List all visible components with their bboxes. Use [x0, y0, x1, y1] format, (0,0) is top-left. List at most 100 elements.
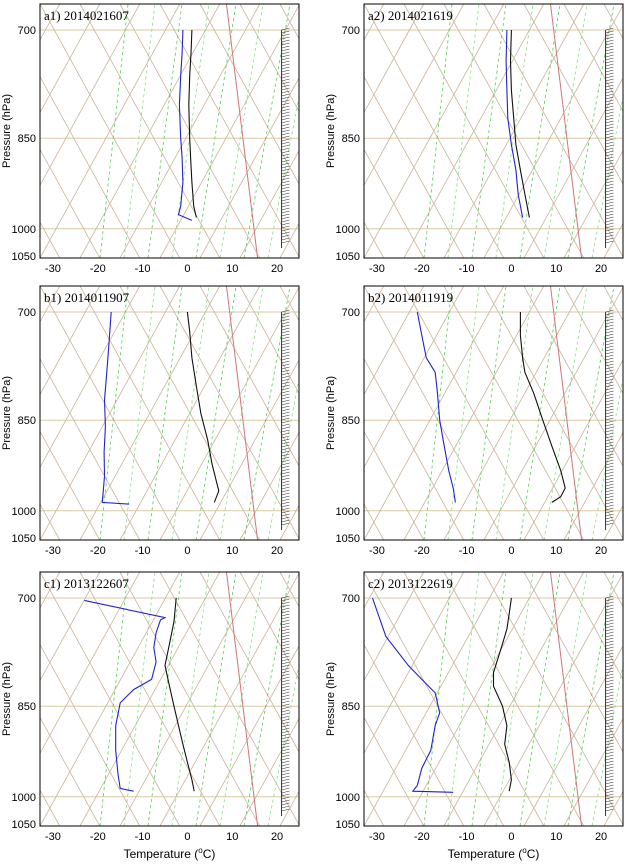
dry-adiabat-line [364, 572, 505, 826]
y-tick-label: 1050 [12, 533, 36, 545]
dry-adiabat-line [320, 572, 460, 826]
moist-adiabat-line [243, 286, 291, 540]
panel-frame [363, 285, 624, 541]
y-axis-label: Pressure (hPa) [1, 94, 13, 168]
moist-adiabat-line [123, 572, 156, 826]
isotherm-line [279, 790, 299, 826]
reference-line [225, 572, 259, 826]
temperature-profile [186, 311, 220, 503]
x-tick-label: 20 [595, 831, 607, 843]
isotherm-line [279, 504, 299, 540]
y-tick-label: 700 [18, 25, 36, 37]
x-tick-label: -20 [90, 831, 106, 843]
moist-adiabat-line [267, 95, 299, 258]
moist-adiabat-line [195, 286, 237, 540]
isotherm-line [364, 572, 425, 682]
dry-adiabat-line [563, 572, 623, 681]
dry-adiabat-line [199, 572, 299, 753]
dry-adiabat-line [0, 4, 104, 258]
dry-adiabat-line [600, 4, 625, 258]
dry-adiabat-line [4, 4, 144, 258]
dry-adiabat-line [364, 503, 385, 540]
dry-adiabat-line [164, 4, 304, 258]
background-lines [40, 572, 500, 826]
panel-title: b1) 2014011907 [44, 290, 130, 305]
dry-adiabat-line [204, 286, 344, 540]
wind-barbs [281, 27, 290, 248]
isotherm-line [560, 4, 625, 258]
isotherm-line [4, 4, 144, 258]
x-axis-label: Temperature (oC) [124, 846, 216, 861]
moist-adiabat-line [567, 572, 615, 826]
dry-adiabat-line [603, 572, 623, 608]
dry-adiabat-line [40, 286, 181, 540]
x-tick-label: 0 [508, 263, 514, 275]
wind-barbs [605, 27, 614, 248]
isotherm-line [40, 572, 101, 682]
x-tick-label: -10 [459, 545, 475, 557]
dry-adiabat-line [400, 286, 540, 540]
moist-adiabat-line [123, 4, 156, 258]
y-tick-label: 850 [18, 701, 36, 713]
x-tick-label: 10 [550, 263, 562, 275]
isotherm-line [603, 504, 623, 540]
dry-adiabat-line [364, 286, 505, 540]
y-tick-label: 850 [18, 133, 36, 145]
isotherm-line [360, 572, 500, 826]
moist-adiabat-line [447, 4, 480, 258]
dry-adiabat-line [40, 357, 141, 540]
dry-adiabat-line [360, 286, 500, 540]
moist-adiabat-line [219, 572, 264, 826]
isotherm-line [364, 572, 385, 609]
y-tick-label: 1000 [336, 792, 360, 804]
dry-adiabat-line [364, 148, 425, 258]
isotherm-line [4, 572, 144, 826]
isotherm-line [279, 222, 299, 258]
x-tick-label: 10 [550, 545, 562, 557]
x-tick-label: -20 [414, 545, 430, 557]
y-tick-label: 700 [18, 307, 36, 319]
reference-line [549, 4, 583, 258]
panel-frame [363, 3, 624, 259]
dry-adiabat-line [364, 716, 425, 826]
moist-adiabat-line [243, 572, 291, 826]
dry-adiabat-line [239, 4, 299, 113]
x-tick-label: 10 [226, 263, 238, 275]
isotherm-line [204, 572, 344, 826]
dry-adiabat-line [364, 221, 385, 258]
y-axis-label: Pressure (hPa) [1, 662, 13, 736]
y-tick-label: 1050 [336, 533, 360, 545]
dry-adiabat-line [603, 4, 623, 40]
x-tick-label: -30 [45, 263, 61, 275]
moist-adiabat-line [171, 4, 210, 258]
moist-adiabat-line [591, 377, 623, 540]
moist-adiabat-line [147, 286, 183, 540]
panel-title: c2) 2013122619 [368, 576, 453, 591]
wind-barbs [281, 309, 290, 530]
x-tick-label: 0 [508, 831, 514, 843]
dewpoint-profile [505, 29, 524, 218]
y-axis-label: Pressure (hPa) [325, 662, 337, 736]
temperature-profile [188, 29, 197, 218]
dry-adiabat-line [124, 4, 264, 258]
wind-barbs [281, 595, 290, 816]
y-tick-label: 1000 [12, 506, 36, 518]
background-lines [40, 4, 625, 258]
x-tick-label: -30 [45, 831, 61, 843]
dry-adiabat-line [204, 572, 344, 826]
isotherm-line [124, 286, 264, 540]
dry-adiabat-line [4, 572, 144, 826]
moist-adiabat-line [171, 286, 210, 540]
dry-adiabat-line [360, 572, 500, 826]
dry-adiabat-line [40, 148, 101, 258]
dry-adiabat-line [40, 643, 141, 826]
isotherm-line [364, 286, 425, 396]
isotherm-line [320, 572, 460, 826]
isotherm-line [204, 4, 344, 258]
dry-adiabat-line [364, 643, 465, 826]
y-tick-label: 1050 [12, 251, 36, 263]
background-lines [4, 572, 623, 826]
isotherm-line [164, 572, 304, 826]
moist-adiabat-line [591, 663, 623, 826]
temperature-profile [164, 597, 195, 792]
